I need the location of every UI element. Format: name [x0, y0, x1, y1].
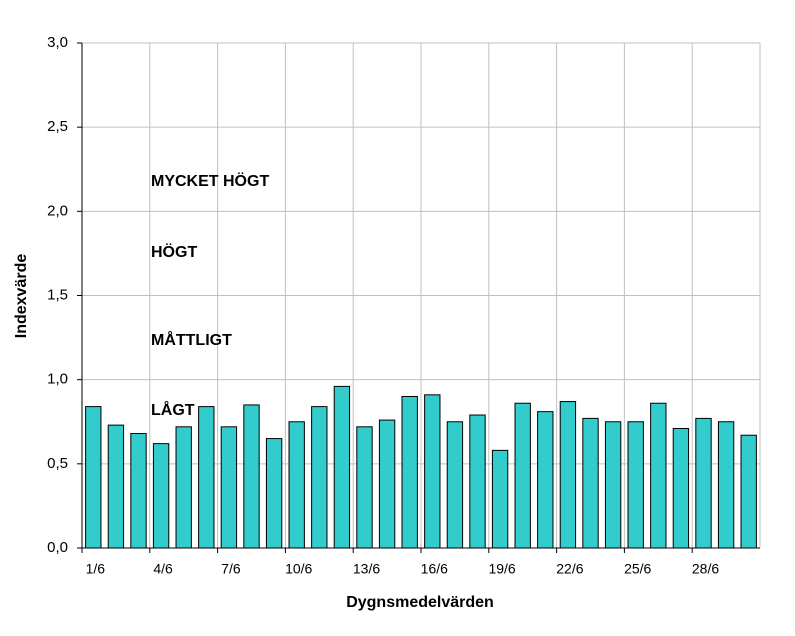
- bar: [311, 406, 328, 549]
- y-tick-label: 2,0: [47, 202, 68, 219]
- y-tick-label: 1,0: [47, 371, 68, 388]
- bar: [288, 421, 305, 549]
- bar: [424, 394, 441, 549]
- x-tick-label: 4/6: [153, 561, 173, 577]
- bar: [333, 385, 351, 549]
- x-tick-label: 25/6: [624, 561, 651, 577]
- y-tick-label: 2,5: [47, 118, 68, 135]
- bar: [220, 426, 238, 549]
- annotation: HÖGT: [151, 242, 197, 261]
- bar: [537, 411, 554, 549]
- bar: [627, 421, 644, 549]
- bar: [175, 426, 192, 549]
- bar: [717, 421, 735, 549]
- bar: [469, 414, 486, 549]
- x-tick-label: 7/6: [221, 561, 241, 577]
- bar: [85, 406, 102, 549]
- annotation: LÅGT: [151, 400, 195, 419]
- bar: [695, 417, 712, 549]
- x-tick-label: 19/6: [488, 561, 515, 577]
- bar: [514, 402, 531, 549]
- bar: [107, 424, 125, 549]
- x-tick-label: 16/6: [421, 561, 448, 577]
- bar: [672, 427, 690, 549]
- bar: [130, 433, 147, 549]
- bar: [559, 401, 577, 549]
- y-tick-label: 3,0: [47, 34, 68, 51]
- x-tick-label: 22/6: [556, 561, 583, 577]
- y-axis-label: Indexvärde: [13, 254, 30, 339]
- bar: [265, 438, 283, 549]
- x-tick-label: 10/6: [285, 561, 312, 577]
- bar: [740, 434, 757, 549]
- bar: [198, 406, 215, 549]
- bar: [401, 396, 418, 549]
- annotation: MÅTTLIGT: [151, 330, 232, 349]
- x-tick-label: 1/6: [86, 561, 106, 577]
- x-tick-label: 28/6: [692, 561, 719, 577]
- bar: [604, 421, 622, 549]
- bar: [491, 449, 509, 549]
- annotation: MYCKET HÖGT: [151, 171, 269, 190]
- bar: [446, 421, 464, 549]
- x-axis-label: Dygnsmedelvärden: [346, 594, 494, 611]
- bar: [152, 443, 170, 549]
- bar: [243, 404, 260, 549]
- bar: [378, 419, 396, 549]
- x-tick-label: 13/6: [353, 561, 380, 577]
- bar: [582, 417, 599, 549]
- y-tick-label: 0,0: [47, 539, 68, 556]
- y-tick-label: 0,5: [47, 455, 68, 472]
- y-tick-label: 1,5: [47, 286, 68, 303]
- bar: [650, 402, 667, 549]
- bar: [356, 426, 373, 549]
